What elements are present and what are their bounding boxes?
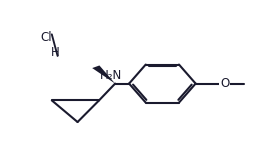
Text: H₂N: H₂N: [100, 69, 122, 82]
Text: Cl: Cl: [41, 32, 52, 44]
Text: O: O: [220, 77, 229, 90]
Polygon shape: [92, 66, 115, 84]
Text: H: H: [51, 46, 59, 59]
